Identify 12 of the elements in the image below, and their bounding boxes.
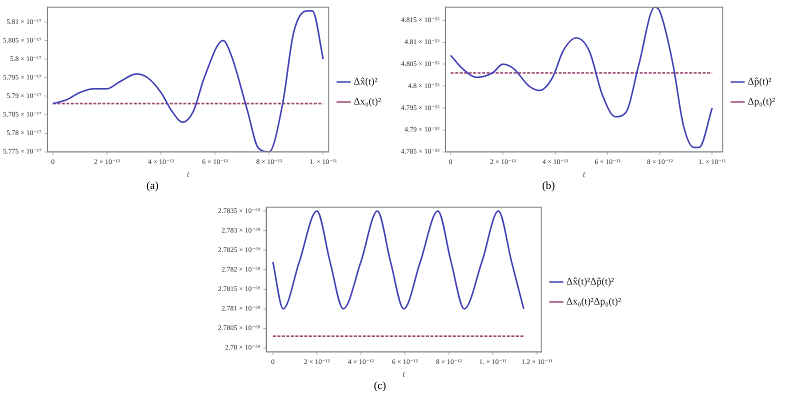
x-axis-title: t	[186, 168, 190, 179]
legend-label: Δx₀(t)²	[354, 96, 382, 108]
legend-label: Δp₀(t)²	[748, 96, 776, 108]
text: (c)	[372, 380, 388, 392]
text: (b)	[541, 180, 556, 192]
x-axis-title: t	[402, 368, 406, 379]
legend-label: Δx₀(t)²Δp₀(t)²	[566, 296, 622, 308]
legend-label: Δp̂(t)²	[748, 76, 772, 88]
legend-label: Δx̂(t)²	[354, 76, 378, 88]
x-axis-title: t	[582, 168, 586, 179]
legend-label: Δx̂(t)²Δp̂(t)²	[566, 276, 614, 288]
text: (a)	[145, 180, 160, 192]
